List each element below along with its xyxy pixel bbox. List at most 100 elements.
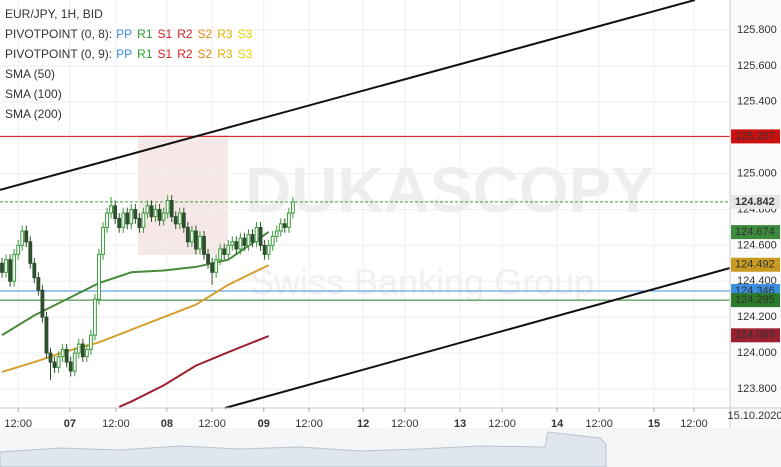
- price-label: 124.674: [735, 226, 775, 238]
- candle-body: [194, 230, 198, 250]
- x-tick-label: 12:00: [585, 418, 613, 430]
- price-axis-bg: [730, 0, 781, 428]
- candle-body: [165, 199, 170, 214]
- candle-body: [72, 352, 77, 372]
- candle-body: [32, 262, 37, 279]
- price-label-box: [731, 293, 780, 308]
- indicator-label: PIVOTPOINT (0, 9):: [5, 47, 112, 61]
- candle-body: [28, 241, 33, 264]
- candle-body: [145, 205, 150, 214]
- legend-entry: SMA (200): [5, 107, 62, 121]
- candle-body: [48, 352, 53, 363]
- x-tick-label: 12:00: [488, 418, 516, 430]
- x-tick-label: 12:00: [391, 418, 419, 430]
- pivot-item: S1: [158, 47, 173, 61]
- x-tick-label: 07: [64, 418, 76, 430]
- indicator-legend: PIVOTPOINT (0, 8): PP R1 S1 R2 S2 R3 S3: [5, 27, 253, 41]
- candle-body: [173, 216, 178, 225]
- indicator-legend: PIVOTPOINT (0, 9): PP R1 S1 R2 S2 R3 S3: [5, 47, 253, 61]
- price-label-box: [731, 328, 780, 343]
- candle-body: [226, 244, 231, 255]
- pivot-item: S3: [238, 27, 253, 41]
- candle-body: [181, 212, 186, 228]
- y-tick-label: 125.000: [737, 167, 777, 179]
- x-tick-label: 14: [551, 418, 564, 430]
- candle-body: [97, 253, 101, 300]
- price-label: 125.207: [735, 130, 775, 142]
- candle-body: [270, 235, 275, 246]
- pivot-item: S1: [158, 27, 173, 41]
- trend-line: [224, 267, 731, 409]
- candle-body: [189, 230, 194, 243]
- candle-body: [177, 212, 182, 225]
- y-tick-label: 124.000: [737, 347, 777, 359]
- price-label-box: [731, 257, 780, 272]
- candle-body: [137, 217, 142, 228]
- candle-body: [290, 201, 295, 214]
- candle-body: [149, 205, 154, 218]
- candle-body: [84, 348, 89, 358]
- watermark: DUKASCOPY: [245, 154, 654, 226]
- price-label-box: [731, 194, 780, 209]
- legend-entry: SMA (50): [5, 67, 55, 81]
- pivot-item: PP: [116, 27, 132, 41]
- candle-body: [24, 230, 29, 243]
- price-label: 124.099: [735, 329, 775, 341]
- candle-body: [113, 205, 118, 219]
- y-tick-label: 123.800: [737, 383, 777, 395]
- navigator-area: [0, 431, 607, 467]
- candle-body: [218, 248, 223, 261]
- x-tick-label: 15: [648, 418, 660, 430]
- candle-body: [278, 223, 283, 232]
- pivot-item: S3: [238, 47, 253, 61]
- x-tick-label: 13: [454, 418, 466, 430]
- candle-body: [185, 226, 190, 243]
- candle-body: [254, 226, 259, 243]
- candle-body: [153, 208, 158, 218]
- pivot-item: R1: [137, 27, 153, 41]
- candle-body: [40, 289, 45, 318]
- x-tick-label: 12:00: [680, 418, 708, 430]
- x-tick-label: 08: [161, 418, 173, 430]
- pivot-item: PP: [116, 47, 132, 61]
- candle-body: [230, 241, 235, 246]
- x-tick-label: 12:00: [4, 418, 32, 430]
- candle-body: [282, 223, 287, 228]
- candle-body: [16, 244, 21, 255]
- y-tick-label: 125.800: [737, 24, 777, 36]
- sma-line: [118, 335, 270, 408]
- candle-body: [222, 248, 227, 255]
- pivot-item: R3: [217, 47, 233, 61]
- x-tick-label: 12:00: [295, 418, 323, 430]
- plot-area: [0, 0, 731, 409]
- y-tick-label: 125.600: [737, 60, 777, 72]
- candle-body: [101, 226, 105, 255]
- x-tick-label: 09: [258, 418, 270, 430]
- candle-body: [109, 205, 114, 214]
- watermark-logo: [138, 135, 228, 255]
- candle-body: [258, 226, 263, 246]
- candle-body: [80, 343, 85, 358]
- candle-body: [250, 234, 255, 243]
- price-label-box: [731, 129, 780, 144]
- price-label: 124.842: [735, 196, 775, 208]
- candle-body: [133, 208, 138, 219]
- candle-body: [20, 230, 25, 246]
- candle-body: [141, 212, 146, 228]
- pivot-item: R2: [177, 27, 193, 41]
- candle-body: [76, 343, 81, 354]
- candle-body: [56, 356, 61, 368]
- candle-body: [12, 253, 17, 282]
- candle-body: [36, 277, 41, 291]
- price-label: 124.295: [735, 294, 775, 306]
- candle-body: [262, 244, 267, 255]
- price-label-box: [731, 225, 780, 240]
- y-tick-label: 125.400: [737, 96, 777, 108]
- candle-body: [266, 244, 271, 255]
- price-label: 124.492: [735, 259, 775, 271]
- candle-body: [157, 208, 162, 221]
- y-tick-label: 124.200: [737, 311, 777, 323]
- pivot-item: R3: [217, 27, 233, 41]
